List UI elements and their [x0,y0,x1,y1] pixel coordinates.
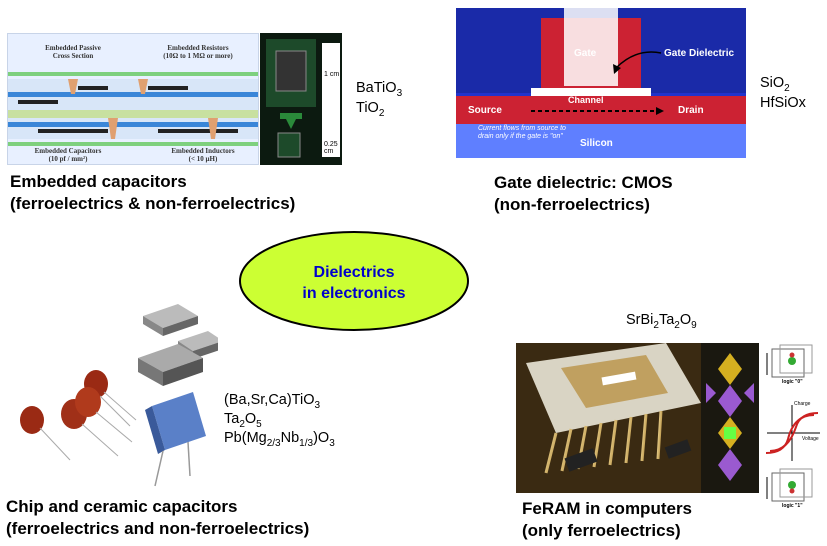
img-source-label: Source [468,105,502,116]
feram-caption: FeRAM in computers (only ferroelectrics) [522,498,692,542]
voltage-label: Voltage [802,436,819,442]
embedded-caption-line1: Embedded capacitors [10,172,187,191]
img-gate-label: Gate [574,48,597,59]
formula-sio2: SiO2 [760,75,790,94]
chip-capacitor-3 [138,344,203,386]
img-inductors-label: Embedded Inductors [171,147,235,155]
img-capacitors-value: (10 pf / mm²) [48,155,88,163]
center-title: Dielectrics in electronics [238,262,470,304]
feram-caption-line2: (only ferroelectrics) [522,521,681,540]
formula-tio2: TiO2 [356,100,385,119]
center-line1: Dielectrics [313,264,395,281]
img-title-line1: Embedded Passive [45,44,101,52]
img-capacitors-label: Embedded Capacitors [34,147,102,155]
chip-caption: Chip and ceramic capacitors (ferroelectr… [6,496,309,540]
feram-chip-photo [516,343,759,493]
logic0-cube [766,344,813,378]
formula-batio3: BaTiO3 [356,80,403,99]
red-capacitor-2 [20,406,71,461]
img-title-line2: Cross Section [52,52,94,60]
logic0-label: logic "0" [782,379,803,385]
charge-label: Charge [794,401,811,407]
chip-caption-line2: (ferroelectrics and non-ferroelectrics) [6,519,310,538]
scale-1cm: 1 cm [324,71,340,78]
pcb-photo: 1 cm 0.25 cm [260,33,342,165]
scale-025cm: 0.25 cm [324,141,338,155]
capacitors-photo [20,304,218,487]
logic-diagrams: logic "0" Charge Voltage logic "1" [762,343,822,523]
feram-caption-line1: FeRAM in computers [522,499,693,518]
img-silicon-label: Silicon [580,138,613,149]
formula-basrcatio3: (Ba,Sr,Ca)TiO3 [224,392,321,411]
img-inductors-value: (< 10 µH) [188,155,218,163]
red-capacitor-4 [75,387,133,443]
center-line2: in electronics [302,285,406,302]
chip-capacitor-1 [143,304,198,336]
embedded-caption-line2: (ferroelectrics & non-ferroelectrics) [10,194,296,213]
perovskite-structure [706,353,754,481]
img-gate-dielectric-label: Gate Dielectric [664,48,735,59]
img-drain-label: Drain [678,105,704,116]
embedded-cross-section-image: Embedded Passive Cross Section Embedded … [7,33,259,165]
center-ellipse [239,231,469,331]
logic1-label: logic "1" [782,503,803,509]
img-channel-label: Channel [568,95,604,105]
formula-pmn: Pb(Mg2/3Nb1/3)O3 [224,430,335,449]
img-current-note: Current flows from source to drain only … [478,125,566,140]
hysteresis-loop [765,405,820,461]
formula-hfsiox: HfSiOx [760,95,806,111]
img-resistors-value: (10Ω to 1 MΩ or more) [163,52,233,60]
embedded-caption: Embedded capacitors (ferroelectrics & no… [10,171,295,215]
gate-caption-line1: Gate dielectric: CMOS [494,173,673,192]
gate-caption-line2: (non-ferroelectrics) [494,195,650,214]
gate-caption: Gate dielectric: CMOS (non-ferroelectric… [494,172,673,216]
cmos-gate-image: Gate Gate Dielectric Source Channel Drai… [456,8,746,158]
logic1-cube [766,468,813,502]
blue-film-capacitor [145,392,206,487]
formula-ta2o5: Ta2O5 [224,411,262,430]
formula-srbi2ta2o9: SrBi2Ta2O9 [626,312,697,331]
img-resistors-label: Embedded Resistors [167,44,229,52]
chip-caption-line1: Chip and ceramic capacitors [6,497,238,516]
